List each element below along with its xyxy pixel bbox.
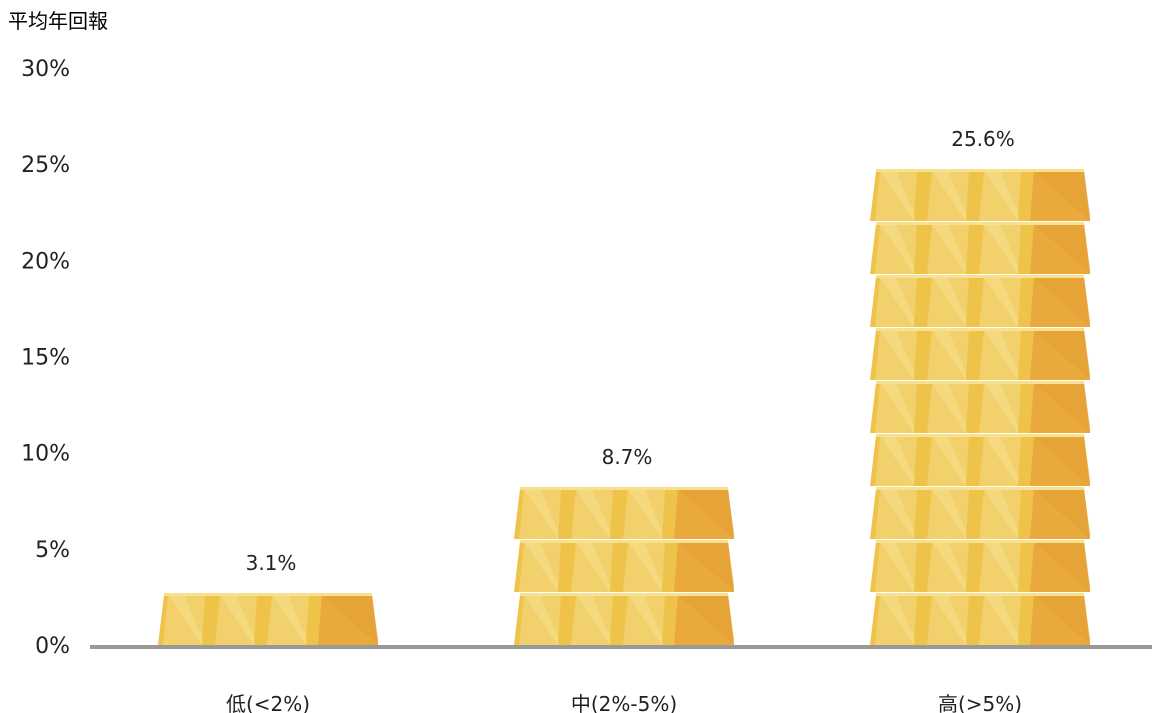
bar-stack: [514, 487, 734, 645]
gold-bar: [870, 328, 1090, 380]
bar-stack: [158, 593, 378, 645]
bar-stacks: [158, 169, 1090, 645]
gold-bar: [870, 169, 1090, 221]
gold-bar: [870, 222, 1090, 274]
y-tick-label: 5%: [35, 538, 70, 563]
gold-bar: [870, 540, 1090, 592]
gold-bar: [870, 275, 1090, 327]
y-tick-label: 0%: [35, 634, 70, 659]
x-tick-label: 低(<2%): [226, 692, 310, 713]
data-label: 25.6%: [951, 127, 1015, 151]
gold-bar: [870, 434, 1090, 486]
gold-bar: [870, 381, 1090, 433]
y-tick-label: 25%: [21, 153, 70, 178]
x-axis-labels: 低(<2%) 中(2%-5%) 高(>5%): [226, 692, 1022, 713]
gold-bar: [870, 487, 1090, 539]
data-label: 8.7%: [602, 445, 653, 469]
x-tick-label: 中(2%-5%): [571, 692, 677, 713]
x-tick-label: 高(>5%): [938, 692, 1022, 713]
y-axis-ticks: 0% 5% 10% 15% 20% 25% 30%: [21, 57, 70, 659]
gold-bar: [158, 593, 378, 645]
value-labels: 3.1% 8.7% 25.6%: [246, 127, 1015, 575]
y-axis-title: 平均年回報: [8, 9, 108, 33]
gold-bar: [870, 593, 1090, 645]
bar-stack: [870, 169, 1090, 645]
gold-bar: [514, 540, 734, 592]
y-tick-label: 30%: [21, 57, 70, 82]
gold-bar: [514, 593, 734, 645]
data-label: 3.1%: [246, 551, 297, 575]
y-tick-label: 15%: [21, 346, 70, 371]
y-tick-label: 20%: [21, 249, 70, 274]
y-tick-label: 10%: [21, 442, 70, 467]
gold-bar: [514, 487, 734, 539]
